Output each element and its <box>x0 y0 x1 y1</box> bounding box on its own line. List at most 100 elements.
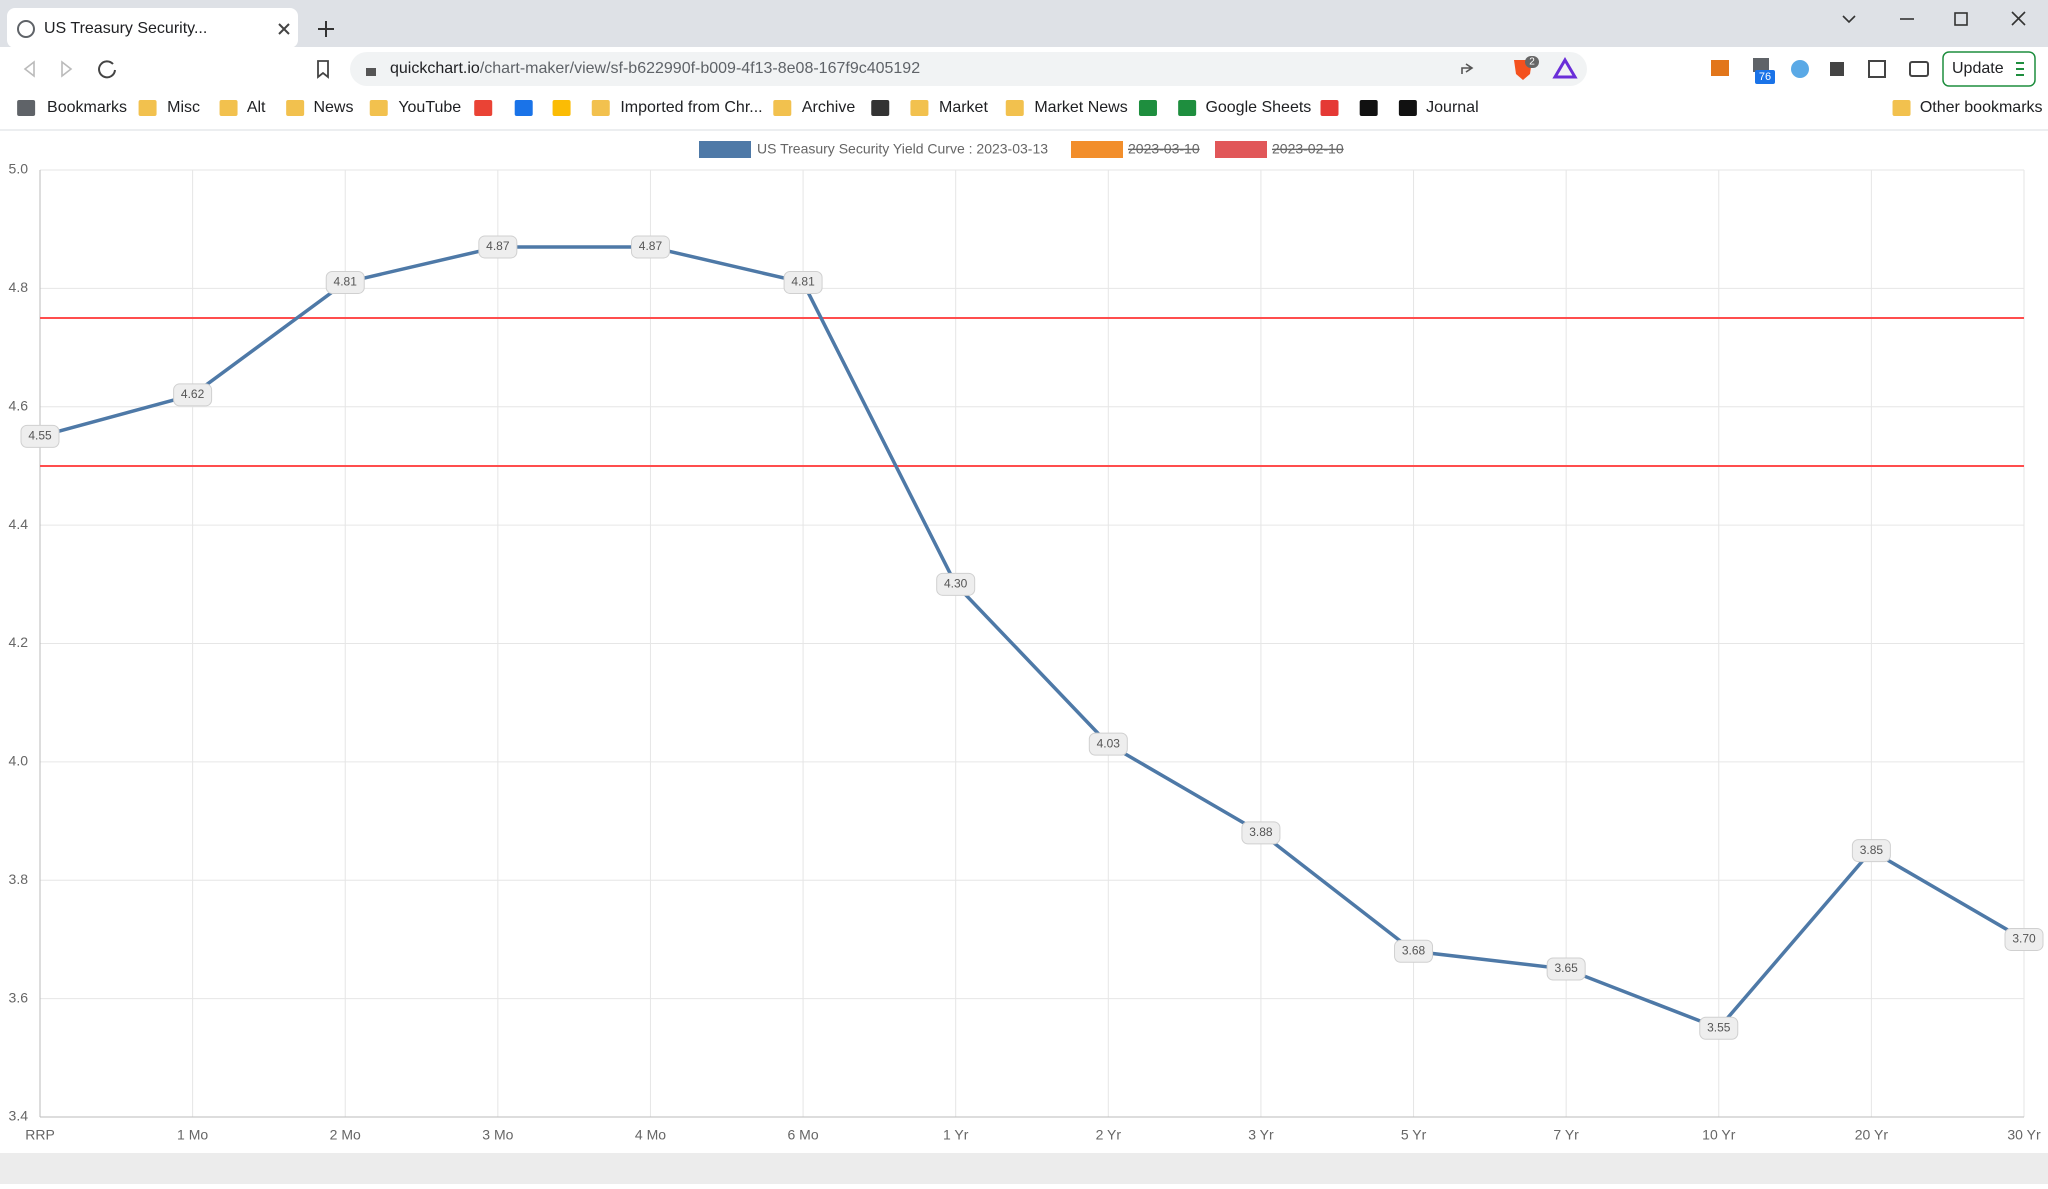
sidebar-button[interactable] <box>1868 60 1886 78</box>
close-window[interactable] <box>2011 11 2026 26</box>
y-tick-label: 4.2 <box>9 634 29 650</box>
data-label: 4.81 <box>791 275 815 289</box>
data-label: 4.62 <box>181 387 205 401</box>
bookmark[interactable]: Google Sheets <box>1205 99 1311 116</box>
back-button[interactable] <box>23 60 35 78</box>
bookmark[interactable]: Alt <box>247 99 266 116</box>
ext-calendar[interactable] <box>1753 58 1769 72</box>
menu-icon[interactable] <box>2016 62 2024 76</box>
bookmark[interactable]: Bookmarks <box>47 99 127 116</box>
x-tick-label: 3 Yr <box>1248 1127 1274 1143</box>
series-line <box>39 245 2025 1031</box>
ext-metamask[interactable] <box>1711 60 1729 76</box>
x-tick-label: 5 Yr <box>1401 1127 1427 1143</box>
address-bar[interactable] <box>350 52 1587 86</box>
legend-swatch[interactable] <box>1215 141 1267 158</box>
bookmark-icon <box>138 100 157 116</box>
wallet-button[interactable] <box>1909 61 1929 77</box>
data-point-label-box <box>478 235 518 259</box>
ext-icon[interactable] <box>1791 60 1809 78</box>
y-tick-label: 3.8 <box>9 871 29 887</box>
bookmark[interactable]: YouTube <box>398 99 461 116</box>
update-button[interactable] <box>1942 51 2036 87</box>
data-label: 4.30 <box>944 576 968 590</box>
tab-search[interactable] <box>1842 15 1856 24</box>
bookmark[interactable]: Market News <box>1034 99 1127 116</box>
bookmark-icon <box>1359 100 1378 116</box>
data-label: 3.88 <box>1249 825 1273 839</box>
data-point-label-box <box>1241 821 1281 845</box>
data-point-label-box <box>1546 957 1586 981</box>
bookmark-icon <box>514 100 533 116</box>
x-tick-label: 3 Mo <box>482 1127 513 1143</box>
data-label: 3.70 <box>2012 932 2036 946</box>
bookmark[interactable]: Imported from Chr... <box>620 99 762 116</box>
shield-badge: 2 <box>1529 57 1535 68</box>
share-icon[interactable] <box>1461 63 1474 74</box>
data-label: 3.68 <box>1402 943 1426 957</box>
x-tick-label: 4 Mo <box>635 1127 666 1143</box>
data-point-label-box <box>20 424 60 448</box>
bookmark-icon <box>1320 100 1339 116</box>
ext-badge: 76 <box>1759 71 1771 83</box>
status-strip <box>0 1153 2048 1184</box>
y-tick-label: 4.0 <box>9 753 29 769</box>
url-host: quickchart.io <box>390 60 480 77</box>
x-tick-label: RRP <box>25 1127 55 1143</box>
data-point-label-box <box>325 270 365 294</box>
data-point-label-box <box>630 235 670 259</box>
bookmark-star[interactable] <box>317 60 329 79</box>
x-tick-label: 2 Mo <box>330 1127 361 1143</box>
bookmark-icon <box>1892 100 1911 116</box>
data-point-label-box <box>936 572 976 596</box>
data-point-label-box <box>1851 839 1891 863</box>
tab-strip <box>0 0 2048 47</box>
legend-swatch[interactable] <box>699 141 751 158</box>
forward-button[interactable] <box>61 60 73 78</box>
legend-label[interactable]: US Treasury Security Yield Curve : 2023-… <box>757 141 1048 157</box>
legend-label[interactable]: 2023-03-10 <box>1128 141 1200 157</box>
bookmark[interactable]: News <box>313 99 353 116</box>
bookmark-icon <box>552 100 571 116</box>
x-tick-label: 7 Yr <box>1553 1127 1579 1143</box>
data-label: 3.55 <box>1707 1020 1731 1034</box>
data-label: 4.81 <box>334 275 358 289</box>
x-tick-label: 30 Yr <box>2007 1127 2041 1143</box>
legend-swatch[interactable] <box>1071 141 1123 158</box>
x-tick-label: 10 Yr <box>1702 1127 1736 1143</box>
bookmark-icon <box>219 100 238 116</box>
update-label: Update <box>1952 60 2004 77</box>
close-tab[interactable] <box>278 23 290 35</box>
bookmark-icon <box>591 100 610 116</box>
new-tab[interactable] <box>318 21 334 37</box>
y-tick-label: 3.6 <box>9 989 29 1005</box>
bookmark-icon <box>17 100 36 116</box>
x-tick-label: 6 Mo <box>788 1127 819 1143</box>
maximize[interactable] <box>1954 12 1968 26</box>
bookmark-icon <box>871 100 890 116</box>
active-tab[interactable] <box>7 8 298 48</box>
bookmark[interactable]: Journal <box>1426 99 1478 116</box>
x-tick-label: 20 Yr <box>1855 1127 1889 1143</box>
data-label: 4.55 <box>28 429 52 443</box>
x-tick-label: 1 Mo <box>177 1127 208 1143</box>
bookmark[interactable]: Archive <box>802 99 855 116</box>
bookmark-icon <box>910 100 929 116</box>
bookmark-icon <box>1138 100 1157 116</box>
y-tick-label: 3.4 <box>9 1108 29 1124</box>
data-point-label-box <box>2004 927 2044 951</box>
bookmark[interactable]: Misc <box>167 99 200 116</box>
legend-label[interactable]: 2023-02-10 <box>1272 141 1344 157</box>
bookmark[interactable]: Market <box>939 99 988 116</box>
brave-rewards[interactable] <box>1552 57 1578 79</box>
y-tick-label: 4.6 <box>9 397 29 413</box>
other-bookmarks[interactable]: Other bookmarks <box>1920 99 2043 116</box>
data-point-label-box <box>1394 939 1434 963</box>
y-tick-label: 4.4 <box>9 516 29 532</box>
reload-button[interactable] <box>98 60 116 79</box>
y-tick-label: 5.0 <box>9 161 29 177</box>
x-tick-label: 2 Yr <box>1096 1127 1122 1143</box>
badge-bg <box>1525 56 1539 68</box>
extensions-button[interactable] <box>1830 62 1844 76</box>
